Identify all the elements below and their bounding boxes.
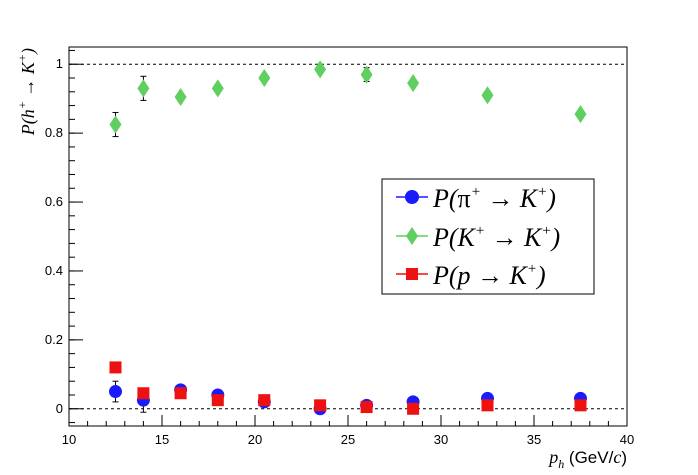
legend: P(π+ → K+) P(K+ → K+) P(p → K+) xyxy=(381,178,595,295)
data-point xyxy=(314,60,327,79)
data-point xyxy=(174,387,187,400)
reference-lines xyxy=(69,63,627,410)
data-point xyxy=(258,69,271,88)
data-point xyxy=(360,401,373,414)
legend-marker-square xyxy=(406,268,418,280)
y-axis-title: P(h+ → K+) xyxy=(15,48,39,136)
data-point xyxy=(407,74,420,93)
svg-text:P(p → K+): P(p → K+) xyxy=(432,261,546,290)
x-tick-label: 40 xyxy=(620,432,634,447)
y-tick-label: 0 xyxy=(56,401,63,416)
data-point xyxy=(481,86,494,105)
x-tick-label: 15 xyxy=(155,432,169,447)
x-tick-label: 20 xyxy=(248,432,262,447)
data-point xyxy=(211,394,224,407)
y-tick-label: 0.6 xyxy=(45,194,63,209)
data-point xyxy=(174,87,187,106)
legend-entry-p: P(p → K+) xyxy=(396,261,546,290)
data-point xyxy=(211,79,224,98)
legend-entry-k: P(K+ → K+) xyxy=(396,223,560,252)
x-tick-label: 30 xyxy=(434,432,448,447)
y-axis: 0 0.2 0.4 0.6 0.8 1 xyxy=(45,49,83,424)
series-layer xyxy=(109,60,587,416)
data-point xyxy=(574,399,587,412)
data-point xyxy=(109,385,122,399)
legend-entry-pi: P(π+ → K+) xyxy=(396,184,556,213)
data-point xyxy=(258,394,271,407)
data-point xyxy=(314,399,327,412)
x-tick-label: 10 xyxy=(62,432,76,447)
data-point xyxy=(109,115,122,134)
series-p_to_K xyxy=(109,361,587,415)
legend-marker-diamond xyxy=(406,227,418,245)
svg-text:P(π+ → K+): P(π+ → K+) xyxy=(432,184,556,213)
y-tick-label: 0.4 xyxy=(45,263,63,278)
y-tick-label: 0.2 xyxy=(45,332,63,347)
x-tick-label: 35 xyxy=(527,432,541,447)
data-point xyxy=(137,79,150,98)
data-point xyxy=(137,387,150,400)
x-axis-title: ph (GeV/c) xyxy=(547,447,627,471)
x-axis: 10 15 20 25 30 35 40 xyxy=(62,415,634,447)
y-tick-label: 0.8 xyxy=(45,125,63,140)
data-point xyxy=(574,105,587,124)
series-K_to_K xyxy=(109,60,587,138)
y-tick-label: 1 xyxy=(56,56,63,71)
svg-text:P(K+ → K+): P(K+ → K+) xyxy=(432,223,560,252)
data-point xyxy=(360,65,373,84)
data-point xyxy=(407,402,420,415)
x-tick-label: 25 xyxy=(341,432,355,447)
data-point xyxy=(481,399,494,412)
data-point xyxy=(109,361,122,374)
legend-marker-circle xyxy=(405,190,419,204)
